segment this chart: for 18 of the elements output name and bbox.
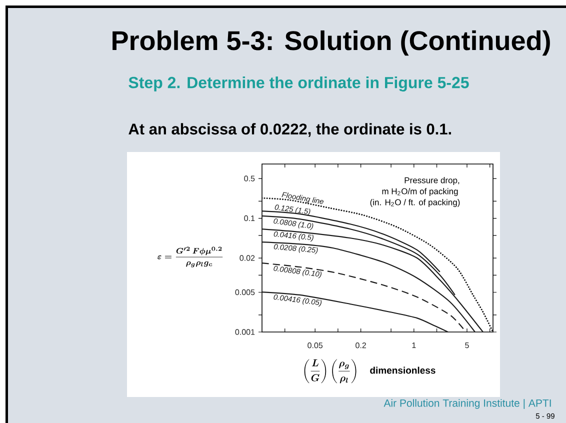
annotation: Pressure drop, xyxy=(404,177,460,185)
y-tick-label: 0.005 xyxy=(235,289,255,296)
x-axis-title: $\left(\frac{L}{G}\right)\left(\frac{\rho_{g}}{\rho_{l}}\right)\quad\textbf{dimensionless}$ xyxy=(304,359,436,384)
y-tick-label: 0.1 xyxy=(244,215,255,222)
y-tick-label: 0.001 xyxy=(235,329,255,335)
chart-subtitle: Step 2. Determine the ordinate in Figure 5-25 xyxy=(128,76,469,92)
annotation: (in. H$_{2}$O / ft. of packing) xyxy=(370,199,460,207)
chart-title: Problem 5-3: Solution (Continued) xyxy=(112,30,550,56)
y-tick-label: 0.02 xyxy=(240,255,255,261)
text: Air Pollution Training Institute | APTI xyxy=(384,399,551,409)
x-tick-label: 1 xyxy=(412,342,416,348)
annotation: m H$_{2}$O/m of packing xyxy=(382,188,458,196)
y-axis-title: $\varepsilon = \frac{G'^{2}\,F\phi\mu^{0.2}}{\rho_{g}\rho_{l}g_{c}}$ xyxy=(158,246,223,268)
x-tick-label: 0.2 xyxy=(356,342,366,348)
x-tick-label: 5 xyxy=(465,342,469,348)
x-tick-label: 0.05 xyxy=(308,342,323,348)
text: At an abscissa of 0.0222, the ordinate is 0.1. xyxy=(128,123,452,137)
y-tick-label: 0.5 xyxy=(244,176,255,182)
